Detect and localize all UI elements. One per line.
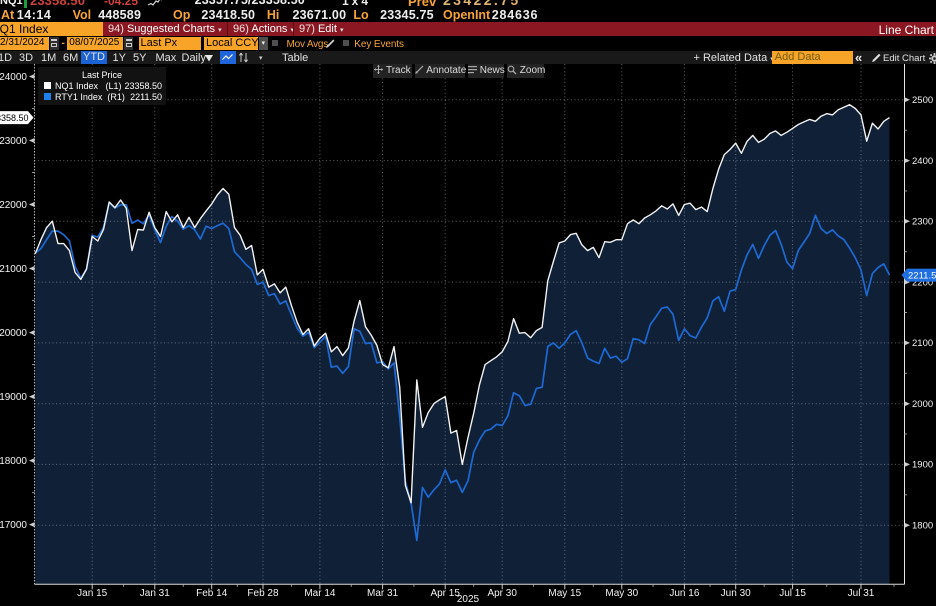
svg-text:2500: 2500 <box>912 95 933 106</box>
svg-text:May 15: May 15 <box>548 588 581 599</box>
svg-text:18000: 18000 <box>0 456 27 467</box>
svg-text:Feb 28: Feb 28 <box>247 588 279 599</box>
svg-text:2100: 2100 <box>912 338 933 349</box>
svg-text:23358.50: 23358.50 <box>0 113 29 123</box>
svg-text:Jan 31: Jan 31 <box>140 588 170 599</box>
svg-text:2400: 2400 <box>912 156 933 167</box>
svg-text:Jul 15: Jul 15 <box>779 588 806 599</box>
svg-text:19000: 19000 <box>0 392 27 403</box>
svg-text:May 30: May 30 <box>605 588 638 599</box>
svg-text:22000: 22000 <box>0 200 27 211</box>
svg-text:Jun 16: Jun 16 <box>669 588 699 599</box>
svg-text:21000: 21000 <box>0 264 27 275</box>
svg-text:Jun 30: Jun 30 <box>721 588 751 599</box>
svg-text:20000: 20000 <box>0 328 27 339</box>
svg-text:Jan 15: Jan 15 <box>77 588 107 599</box>
svg-text:Feb 14: Feb 14 <box>196 588 228 599</box>
svg-text:2211.5: 2211.5 <box>908 270 936 281</box>
svg-text:2000: 2000 <box>912 399 933 410</box>
svg-text:2200: 2200 <box>912 277 933 288</box>
svg-text:Apr 15: Apr 15 <box>430 588 460 599</box>
svg-text:1900: 1900 <box>912 460 933 471</box>
svg-text:24000: 24000 <box>0 72 27 83</box>
svg-text:Mar 14: Mar 14 <box>304 588 336 599</box>
svg-text:Apr 30: Apr 30 <box>487 588 517 599</box>
svg-text:Jul 31: Jul 31 <box>848 588 875 599</box>
svg-text:2300: 2300 <box>912 217 933 228</box>
svg-text:17000: 17000 <box>0 520 27 531</box>
svg-text:23000: 23000 <box>0 136 27 147</box>
svg-text:2025: 2025 <box>457 594 480 605</box>
svg-text:1800: 1800 <box>912 520 933 531</box>
svg-text:Mar 31: Mar 31 <box>367 588 399 599</box>
